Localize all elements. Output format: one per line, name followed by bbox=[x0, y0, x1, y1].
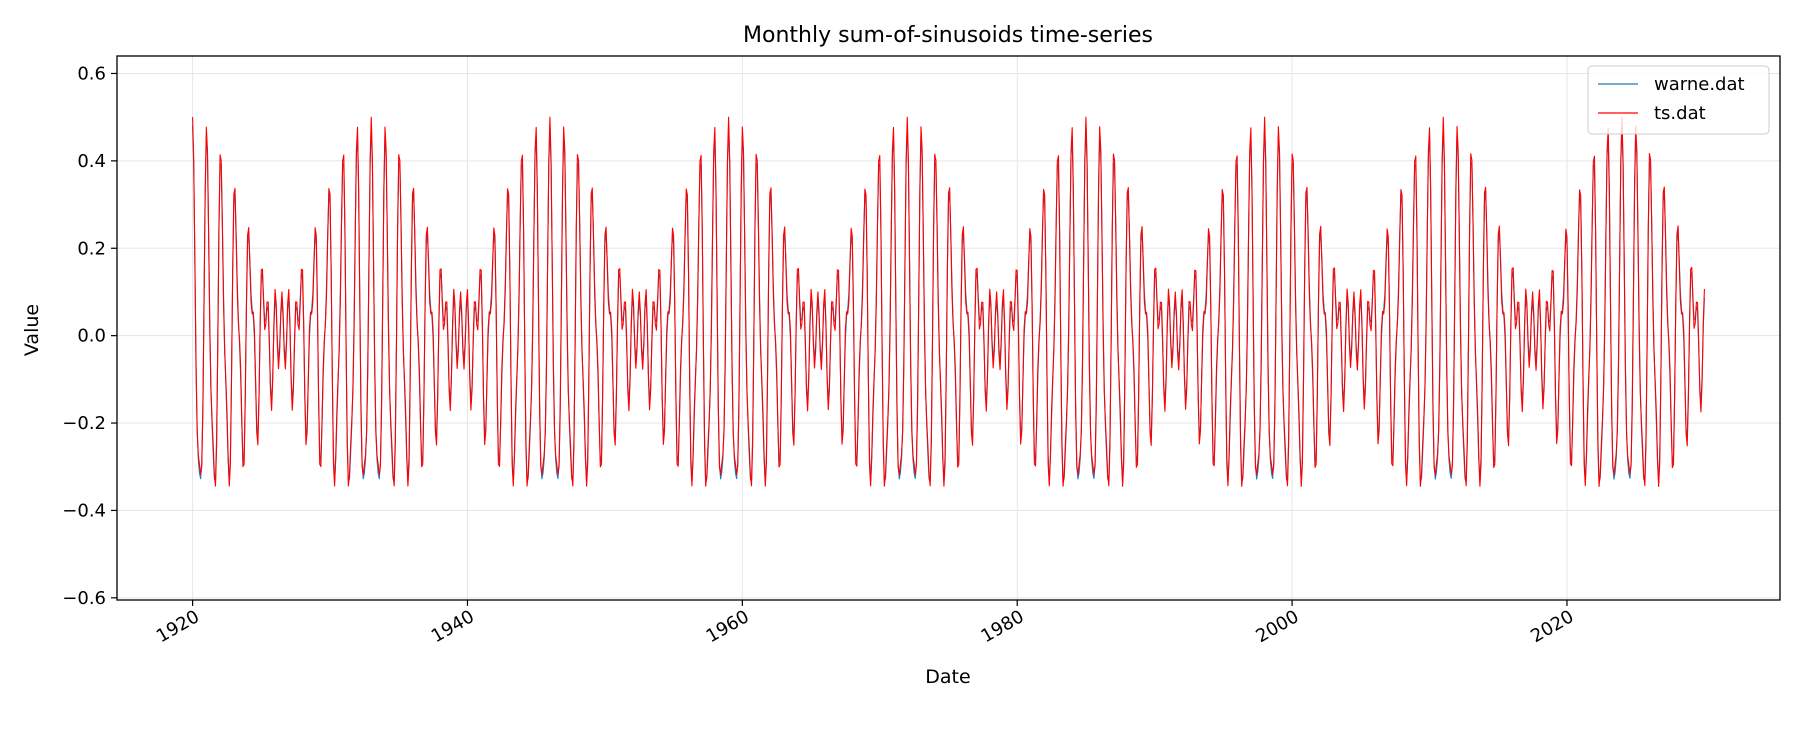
plot-frame bbox=[116, 55, 1781, 601]
legend-label-ts: ts.dat bbox=[1654, 103, 1706, 124]
y-tick-label: 0.4 bbox=[77, 151, 106, 172]
y-tick-label: −0.2 bbox=[62, 413, 106, 434]
plot-area bbox=[192, 116, 1705, 487]
legend-box bbox=[1587, 65, 1770, 135]
y-tick-label: 0.6 bbox=[77, 63, 106, 84]
y-tick-label: 0.0 bbox=[77, 326, 106, 347]
y-tick-label: −0.6 bbox=[62, 588, 106, 609]
y-axis: 0.6 0.4 0.2 0.0 −0.2 −0.4 −0.6 bbox=[62, 63, 117, 609]
legend: warne.dat ts.dat bbox=[1587, 65, 1770, 135]
x-axis-label: Date bbox=[925, 666, 970, 688]
y-axis-label: Value bbox=[21, 304, 43, 356]
y-tick-label: −0.4 bbox=[62, 500, 106, 521]
y-tick-label: 0.2 bbox=[77, 238, 106, 259]
chart-title: Monthly sum-of-sinusoids time-series bbox=[743, 23, 1153, 48]
series-line-ts bbox=[192, 116, 1705, 487]
legend-label-warne: warne.dat bbox=[1654, 74, 1745, 95]
